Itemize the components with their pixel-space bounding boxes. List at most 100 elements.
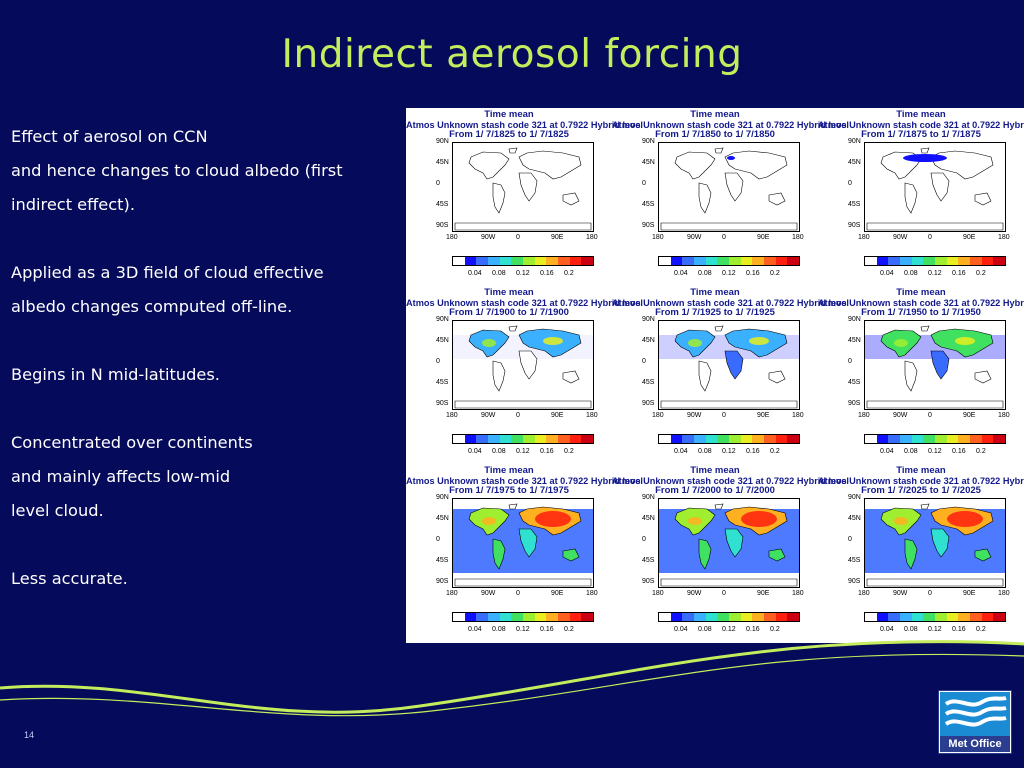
continent-outline	[974, 192, 992, 206]
lat-tick-label: 90N	[436, 138, 449, 145]
lon-tick-label: 90W	[687, 412, 702, 419]
lat-tick-label: 90S	[436, 578, 449, 585]
lon-tick-label: 90E	[757, 412, 770, 419]
colorbar-tick-label: 0.16	[540, 270, 554, 277]
colorbar-swatch	[787, 435, 800, 443]
lon-tick-label: 180	[998, 412, 1010, 419]
colorbar-tick-label: 0.12	[516, 448, 530, 455]
colorbar-swatch	[523, 613, 535, 621]
colorbar	[658, 434, 800, 444]
colorbar-swatch	[476, 613, 489, 621]
lat-tick-label: 90N	[642, 316, 655, 323]
panel-period: From 1/ 7/2025 to 1/ 7/2025	[861, 485, 981, 496]
colorbar-swatch	[558, 257, 570, 265]
logo-wordmark: Met Office	[940, 736, 1010, 752]
continent-outline	[904, 538, 918, 570]
lon-tick-label: 90W	[481, 412, 496, 419]
continent-outline	[674, 151, 716, 180]
colorbar-swatch	[740, 613, 753, 621]
lon-tick-label: 90E	[757, 234, 770, 241]
aerosol-hotspot	[482, 517, 496, 525]
lon-tick-label: 90E	[963, 412, 976, 419]
spacer	[11, 328, 391, 362]
colorbar-tick-label: 0.04	[468, 448, 482, 455]
colorbar-swatch	[981, 613, 994, 621]
continent-outline	[714, 147, 724, 154]
colorbar-tick-label: 0.04	[674, 448, 688, 455]
colorbar-swatch	[511, 613, 524, 621]
continent-outline	[724, 528, 744, 558]
aerosol-hotspot	[535, 511, 571, 527]
continent-outline	[768, 370, 786, 384]
lon-tick-label: 90E	[757, 590, 770, 597]
lon-tick-label: 90E	[551, 590, 564, 597]
lat-tick-label: 45N	[848, 515, 861, 522]
colorbar-tick-label: 0.04	[880, 626, 894, 633]
continent-outline	[866, 578, 1004, 587]
lon-tick-label: 90E	[963, 590, 976, 597]
colorbar-tick-label: 0.12	[516, 270, 530, 277]
aerosol-hotspot	[955, 337, 975, 345]
colorbar-swatch	[946, 435, 959, 443]
panel-header: Time mean	[690, 287, 740, 298]
colorbar-tick-label: 0.16	[952, 448, 966, 455]
continent-outline	[660, 222, 798, 231]
colorbar-swatch	[659, 435, 671, 443]
colorbar-swatch	[694, 613, 706, 621]
lon-tick-label: 90W	[893, 412, 908, 419]
colorbar-swatch	[581, 257, 594, 265]
lat-tick-label: 45N	[436, 337, 449, 344]
panel-field-name: Atmos Unknown stash code 321 at 0.7922 H…	[406, 298, 643, 308]
lat-tick-label: 45S	[642, 557, 655, 564]
colorbar-tick-label: 0.2	[564, 626, 574, 633]
world-map	[658, 498, 800, 588]
colorbar-swatch	[876, 435, 889, 443]
colorbar-tick-label: 0.12	[722, 270, 736, 277]
continent-outline	[562, 192, 580, 206]
continent-outline	[492, 182, 506, 214]
lon-tick-label: 180	[792, 412, 804, 419]
bullet-text: Effect of aerosol on CCN and hence chang…	[11, 124, 391, 600]
colorbar-swatch	[569, 257, 582, 265]
colorbar-tick-label: 0.12	[722, 626, 736, 633]
colorbar-tick-label: 0.12	[928, 270, 942, 277]
text-line: Concentrated over continents	[11, 433, 253, 452]
continent-outline	[866, 400, 1004, 409]
continent-outline	[508, 147, 518, 154]
lon-tick-label: 0	[928, 590, 932, 597]
colorbar-swatch	[935, 435, 947, 443]
colorbar-swatch	[946, 613, 959, 621]
colorbar-swatch	[682, 435, 695, 443]
continent-outline	[492, 538, 506, 570]
lat-tick-label: 0	[436, 358, 440, 365]
colorbar-tick-label: 0.08	[698, 270, 712, 277]
colorbar-tick-label: 0.08	[492, 270, 506, 277]
colorbar-swatch	[752, 435, 765, 443]
panel-field-name: Atmos Unknown stash code 321 at 0.7922 H…	[818, 298, 1024, 308]
spacer	[11, 532, 391, 566]
colorbar-swatch	[958, 613, 971, 621]
colorbar-swatch	[888, 257, 901, 265]
continent-outline	[904, 360, 918, 392]
colorbar-swatch	[923, 613, 936, 621]
colorbar-swatch	[729, 257, 741, 265]
continent-outline	[698, 182, 712, 214]
panel-period: From 1/ 7/1950 to 1/ 7/1950	[861, 307, 981, 318]
continent-outline	[724, 172, 744, 202]
continent-outline	[724, 350, 744, 380]
colorbar-swatch	[993, 257, 1006, 265]
lat-tick-label: 0	[642, 358, 646, 365]
text-line: Less accurate.	[11, 569, 128, 588]
lat-tick-label: 45N	[642, 159, 655, 166]
colorbar-tick-label: 0.08	[492, 448, 506, 455]
map-panel: Time mean Atmos Unknown stash code 321 at…	[818, 110, 1024, 288]
lon-tick-label: 180	[652, 234, 664, 241]
colorbar-tick-label: 0.2	[976, 448, 986, 455]
colorbar-swatch	[888, 613, 901, 621]
lon-tick-label: 180	[998, 590, 1010, 597]
world-map	[452, 142, 594, 232]
continent-outline	[660, 578, 798, 587]
panel-period: From 1/ 7/1850 to 1/ 7/1850	[655, 129, 775, 140]
continent-outline	[714, 325, 724, 332]
colorbar-swatch	[694, 435, 706, 443]
